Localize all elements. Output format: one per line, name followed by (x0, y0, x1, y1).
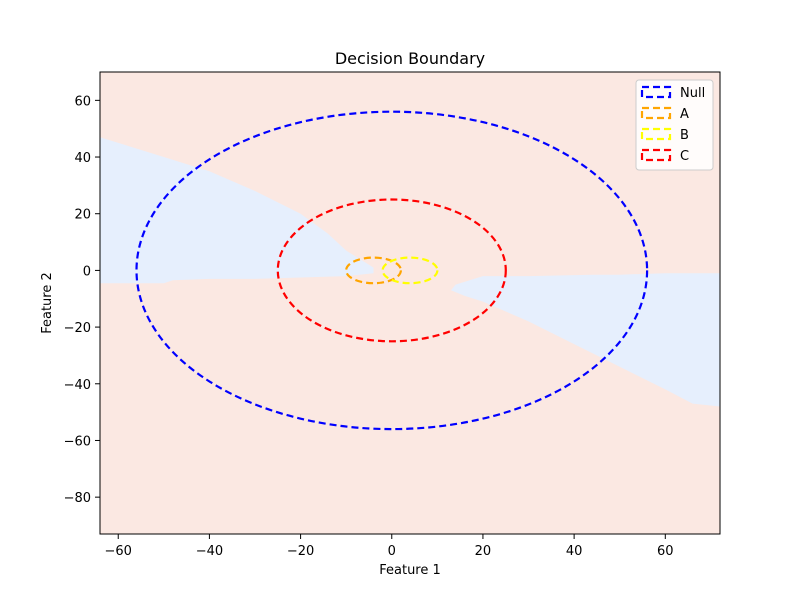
contour-b (381, 256, 439, 285)
x-tick-label: 60 (657, 544, 674, 559)
y-tick-label: −80 (64, 491, 91, 506)
y-tick-label: 20 (74, 208, 91, 223)
y-tick-label: 0 (83, 264, 91, 279)
y-tick-label: −20 (64, 321, 91, 336)
x-tick-label: 20 (475, 544, 492, 559)
axes-frame (99, 71, 721, 535)
legend-label-b: B (680, 128, 689, 143)
plot-area: −60 −40 −20 0 20 40 60 −80 −60 −40 −20 0 20 40 60 (64, 71, 721, 559)
y-axis-label: Feature 2 (40, 272, 55, 334)
y-tick-label: −60 (64, 434, 91, 449)
x-tick-label: −60 (105, 544, 132, 559)
legend-box (635, 79, 714, 171)
chart-title: Decision Boundary (335, 49, 485, 68)
contour-c (276, 198, 507, 343)
legend-swatch-c (640, 148, 672, 162)
x-axis-label: Feature 1 (379, 563, 441, 578)
decision-regions (100, 137, 720, 407)
x-tick-label: 40 (566, 544, 583, 559)
decision-region-1 (100, 137, 374, 284)
contour-a (345, 256, 403, 285)
y-tick-label: 60 (74, 94, 91, 109)
y-tick-label: −40 (64, 378, 91, 393)
x-tick-label: 0 (388, 544, 396, 559)
x-tick-label: −40 (196, 544, 223, 559)
legend-swatch-b (640, 127, 672, 141)
decision-region-2 (451, 273, 720, 407)
y-tick-label: 40 (74, 151, 91, 166)
legend-swatch-null (640, 85, 672, 99)
legend-label-c: C (680, 149, 689, 164)
legend: Null ABC (635, 79, 714, 171)
legend-swatch-a (640, 106, 672, 120)
legend-label-a: A (680, 107, 689, 122)
legend-label-null: Null (680, 86, 705, 101)
contour-null (135, 110, 649, 431)
x-tick-label: −20 (287, 544, 314, 559)
